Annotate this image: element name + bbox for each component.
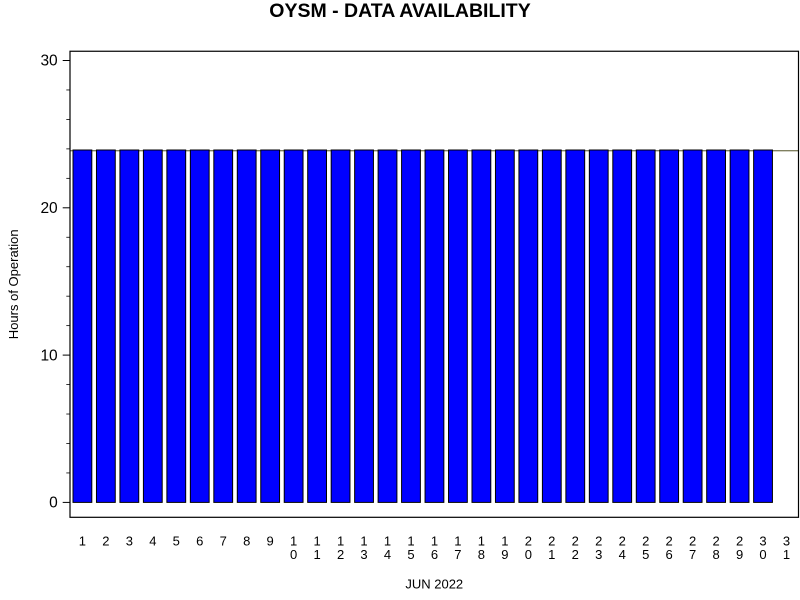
svg-text:1: 1: [79, 533, 86, 548]
svg-text:10: 10: [40, 347, 58, 364]
svg-text:JUN 2022: JUN 2022: [405, 576, 463, 591]
svg-text:5: 5: [173, 533, 180, 548]
svg-text:4: 4: [384, 547, 391, 562]
svg-text:5: 5: [407, 547, 414, 562]
svg-text:0: 0: [49, 495, 58, 512]
svg-text:0: 0: [525, 547, 532, 562]
svg-text:8: 8: [478, 547, 485, 562]
svg-text:Hours of Operation: Hours of Operation: [6, 229, 21, 339]
svg-text:0: 0: [759, 547, 766, 562]
svg-text:1: 1: [783, 547, 790, 562]
svg-text:3: 3: [126, 533, 133, 548]
svg-text:0: 0: [290, 547, 297, 562]
svg-text:5: 5: [642, 547, 649, 562]
svg-text:8: 8: [712, 547, 719, 562]
svg-text:20: 20: [40, 200, 58, 217]
svg-text:6: 6: [431, 547, 438, 562]
svg-text:6: 6: [666, 547, 673, 562]
svg-text:2: 2: [102, 533, 109, 548]
svg-text:1: 1: [548, 547, 555, 562]
svg-text:7: 7: [689, 547, 696, 562]
svg-text:30: 30: [40, 53, 58, 70]
svg-text:9: 9: [267, 533, 274, 548]
svg-text:1: 1: [313, 547, 320, 562]
svg-text:7: 7: [454, 547, 461, 562]
svg-text:4: 4: [149, 533, 156, 548]
svg-text:2: 2: [572, 547, 579, 562]
svg-text:9: 9: [736, 547, 743, 562]
svg-text:8: 8: [243, 533, 250, 548]
svg-text:6: 6: [196, 533, 203, 548]
svg-text:3: 3: [360, 547, 367, 562]
svg-text:3: 3: [595, 547, 602, 562]
svg-text:4: 4: [619, 547, 626, 562]
svg-text:9: 9: [501, 547, 508, 562]
svg-text:7: 7: [220, 533, 227, 548]
svg-text:OYSM - DATA AVAILABILITY: OYSM - DATA AVAILABILITY: [269, 0, 530, 22]
svg-text:2: 2: [337, 547, 344, 562]
